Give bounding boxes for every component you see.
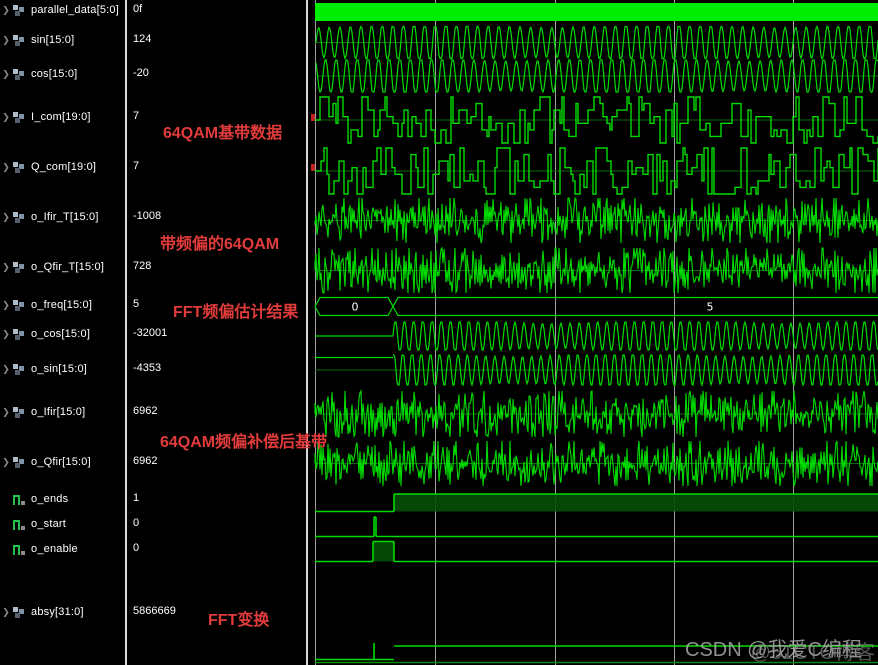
signal-value: -4353 <box>133 362 162 374</box>
signal-value: 5 <box>133 298 140 310</box>
signal-value: 0 <box>133 517 140 529</box>
signal-row-o_qfir_t-15-0-[interactable]: ❯ o_Qfir_T[15:0] <box>0 259 104 275</box>
signal-row-i_com-19-0-[interactable]: ❯ I_com[19:0] <box>0 109 91 125</box>
signal-name: o_Qfir_T[15:0] <box>31 261 105 273</box>
bus-signal-icon <box>12 161 28 173</box>
signal-name: Q_com[19:0] <box>31 161 97 173</box>
value-wave-splitter[interactable] <box>306 0 308 665</box>
red-annotation: FFT变换 <box>208 612 270 629</box>
bus-signal-icon <box>12 606 28 618</box>
expand-arrow-icon[interactable]: ❯ <box>2 112 10 122</box>
signal-row-o_enable[interactable]: o_enable <box>0 541 78 557</box>
signal-row-o_qfir-15-0-[interactable]: ❯ o_Qfir[15:0] <box>0 454 91 470</box>
bus-signal-icon <box>12 211 28 223</box>
signal-value: 1 <box>133 492 140 504</box>
signal-row-o_start[interactable]: o_start <box>0 516 66 532</box>
signal-value: 728 <box>133 260 152 272</box>
clip-marker <box>311 164 315 171</box>
red-annotation: FFT频偏估计结果 <box>173 304 299 321</box>
bit-signal-icon <box>12 518 28 530</box>
bus-signal-icon <box>12 406 28 418</box>
red-annotation: 带频偏的64QAM <box>160 236 280 253</box>
clip-marker <box>311 114 315 121</box>
signal-name: o_Ifir[15:0] <box>31 406 86 418</box>
signal-row-q_com-19-0-[interactable]: ❯ Q_com[19:0] <box>0 159 96 175</box>
watermark-csdn: CSDN @我爱C编程 <box>685 639 862 661</box>
expand-arrow-icon[interactable]: ❯ <box>2 607 10 617</box>
signal-name: o_Qfir[15:0] <box>31 456 91 468</box>
expand-arrow-icon[interactable]: ❯ <box>2 69 10 79</box>
signal-row-o_freq-15-0-[interactable]: ❯ o_freq[15:0] <box>0 297 92 313</box>
expand-arrow-icon[interactable]: ❯ <box>2 407 10 417</box>
signal-row-cos-15-0-[interactable]: ❯ cos[15:0] <box>0 66 77 82</box>
signal-name: I_com[19:0] <box>31 111 91 123</box>
name-value-splitter[interactable] <box>125 0 127 665</box>
expand-arrow-icon[interactable]: ❯ <box>2 162 10 172</box>
signal-value: 124 <box>133 33 152 45</box>
bus-signal-icon <box>12 456 28 468</box>
red-annotation: 64QAM频偏补偿后基带 <box>160 434 328 451</box>
bit-signal-icon <box>12 543 28 555</box>
bus-signal-icon <box>12 111 28 123</box>
signal-value: 7 <box>133 160 140 172</box>
svg-text:5: 5 <box>707 301 714 314</box>
bus-signal-icon <box>12 299 28 311</box>
signal-name: o_Ifir_T[15:0] <box>31 211 99 223</box>
bus-signal-icon <box>12 34 28 46</box>
signal-value: 0f <box>133 3 143 15</box>
signal-value: -20 <box>133 67 149 79</box>
svg-text:0: 0 <box>352 301 359 314</box>
signal-row-parallel_data-5-0-[interactable]: ❯ parallel_data[5:0] <box>0 2 119 18</box>
expand-arrow-icon[interactable]: ❯ <box>2 35 10 45</box>
signal-name: o_enable <box>31 543 78 555</box>
signal-row-o_ends[interactable]: o_ends <box>0 491 68 507</box>
bus-signal-icon <box>12 4 28 16</box>
signal-row-o_cos-15-0-[interactable]: ❯ o_cos[15:0] <box>0 326 90 342</box>
signal-value: 0 <box>133 542 140 554</box>
signal-value: -32001 <box>133 327 168 339</box>
expand-arrow-icon[interactable]: ❯ <box>2 300 10 310</box>
bus-signal-icon <box>12 363 28 375</box>
expand-arrow-icon[interactable]: ❯ <box>2 212 10 222</box>
expand-arrow-icon[interactable]: ❯ <box>2 329 10 339</box>
expand-arrow-icon[interactable]: ❯ <box>2 5 10 15</box>
signal-name: o_cos[15:0] <box>31 328 91 340</box>
bit-signal-icon <box>12 493 28 505</box>
signal-value: 7 <box>133 110 140 122</box>
bus-signal-icon <box>12 68 28 80</box>
watermark-51cto: @51CTO博客 <box>750 642 875 664</box>
signal-row-o_sin-15-0-[interactable]: ❯ o_sin[15:0] <box>0 361 87 377</box>
signal-value: 6962 <box>133 405 158 417</box>
signal-row-o_ifir-15-0-[interactable]: ❯ o_Ifir[15:0] <box>0 404 85 420</box>
expand-arrow-icon[interactable]: ❯ <box>2 364 10 374</box>
bus-signal-icon <box>12 328 28 340</box>
signal-value: 6962 <box>133 455 158 467</box>
red-annotation: 64QAM基带数据 <box>163 125 283 142</box>
signal-row-absy-31-0-[interactable]: ❯ absy[31:0] <box>0 604 84 620</box>
signal-name: o_start <box>31 518 67 530</box>
signal-row-sin-15-0-[interactable]: ❯ sin[15:0] <box>0 32 74 48</box>
signal-name: sin[15:0] <box>31 34 75 46</box>
signal-name: o_sin[15:0] <box>31 363 88 375</box>
signal-name: cos[15:0] <box>31 68 78 80</box>
signal-row-o_ifir_t-15-0-[interactable]: ❯ o_Ifir_T[15:0] <box>0 209 99 225</box>
signal-name: parallel_data[5:0] <box>31 4 119 16</box>
signal-value: -1008 <box>133 210 162 222</box>
signal-name: o_ends <box>31 493 69 505</box>
signal-name: absy[31:0] <box>31 606 84 618</box>
bus-signal-icon <box>12 261 28 273</box>
signal-name: o_freq[15:0] <box>31 299 93 311</box>
expand-arrow-icon[interactable]: ❯ <box>2 262 10 272</box>
expand-arrow-icon[interactable]: ❯ <box>2 457 10 467</box>
signal-value: 5866669 <box>133 605 176 617</box>
